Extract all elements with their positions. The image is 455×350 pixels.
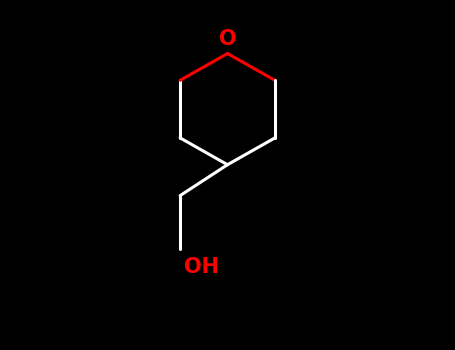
Text: O: O (219, 29, 236, 49)
Text: OH: OH (184, 257, 219, 277)
